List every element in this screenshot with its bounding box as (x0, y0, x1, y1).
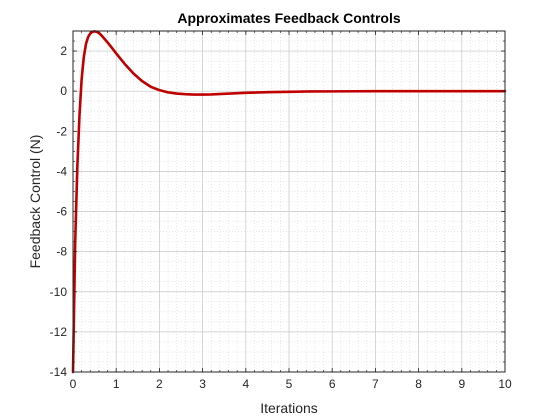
x-tick-label: 7 (372, 377, 379, 391)
y-tick-label: -10 (50, 285, 68, 299)
y-tick-label: -14 (50, 365, 68, 379)
y-tick-label: -12 (50, 325, 68, 339)
y-tick-label: -6 (56, 205, 67, 219)
y-tick-label: -2 (56, 124, 67, 138)
x-tick-label: 9 (458, 377, 465, 391)
y-axis-label: Feedback Control (N) (27, 135, 43, 269)
y-tick-label: -8 (56, 245, 67, 259)
x-tick-label: 3 (199, 377, 206, 391)
x-tick-label: 4 (242, 377, 249, 391)
y-tick-label: 2 (60, 44, 67, 58)
x-axis-label: Iterations (260, 400, 318, 416)
x-tick-label: 1 (113, 377, 120, 391)
x-tick-label: 5 (286, 377, 293, 391)
tick-layer: 0 1 2 3 4 5 6 7 8 9 10 -14 -12 -10 -8 -6 -4 -2 0 2 (50, 30, 512, 391)
y-tick-label: 0 (60, 84, 67, 98)
x-tick-label: 6 (329, 377, 336, 391)
chart-title: Approximates Feedback Controls (177, 10, 400, 26)
x-tick-label: 0 (70, 377, 77, 391)
x-tick-label: 8 (415, 377, 422, 391)
x-tick-label: 10 (498, 377, 512, 391)
series-layer (71, 30, 507, 374)
series-line (71, 30, 507, 374)
x-tick-label: 2 (156, 377, 163, 391)
y-tick-label: -4 (56, 164, 67, 178)
